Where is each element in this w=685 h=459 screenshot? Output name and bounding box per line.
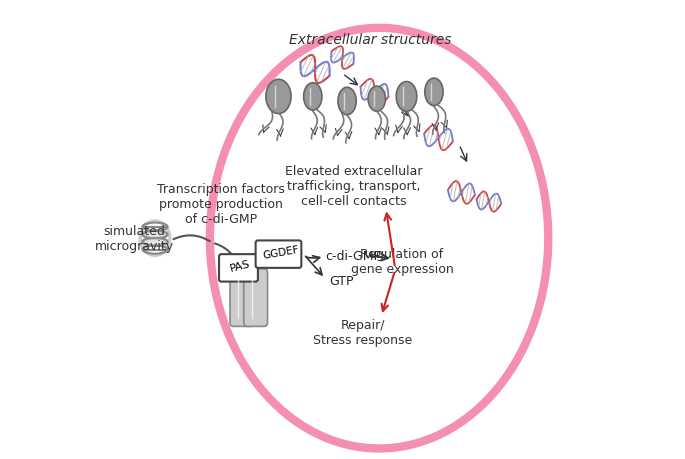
Text: simulated
microgravity: simulated microgravity <box>95 224 174 252</box>
Ellipse shape <box>303 84 322 111</box>
Text: PAS: PAS <box>228 258 251 274</box>
Text: Regulation of
gene expression: Regulation of gene expression <box>351 247 453 275</box>
Ellipse shape <box>143 239 167 246</box>
FancyBboxPatch shape <box>256 241 301 268</box>
Text: GGDEF: GGDEF <box>262 244 299 260</box>
Text: Repair/
Stress response: Repair/ Stress response <box>314 318 412 346</box>
FancyBboxPatch shape <box>244 269 268 327</box>
Text: Elevated extracellular
trafficking, transport,
cell-cell contacts: Elevated extracellular trafficking, tran… <box>285 165 423 207</box>
FancyBboxPatch shape <box>219 255 258 282</box>
Text: c-di-GMP: c-di-GMP <box>325 250 381 263</box>
Text: Extracellular structures: Extracellular structures <box>288 33 451 47</box>
Ellipse shape <box>143 231 167 238</box>
Text: Transcription factors
promote production
of c-di-GMP: Transcription factors promote production… <box>158 183 285 226</box>
Ellipse shape <box>266 80 291 114</box>
Ellipse shape <box>425 79 443 106</box>
Ellipse shape <box>338 88 356 116</box>
Text: GTP: GTP <box>329 274 354 287</box>
FancyBboxPatch shape <box>230 269 254 327</box>
Ellipse shape <box>396 82 416 112</box>
Ellipse shape <box>368 87 386 112</box>
